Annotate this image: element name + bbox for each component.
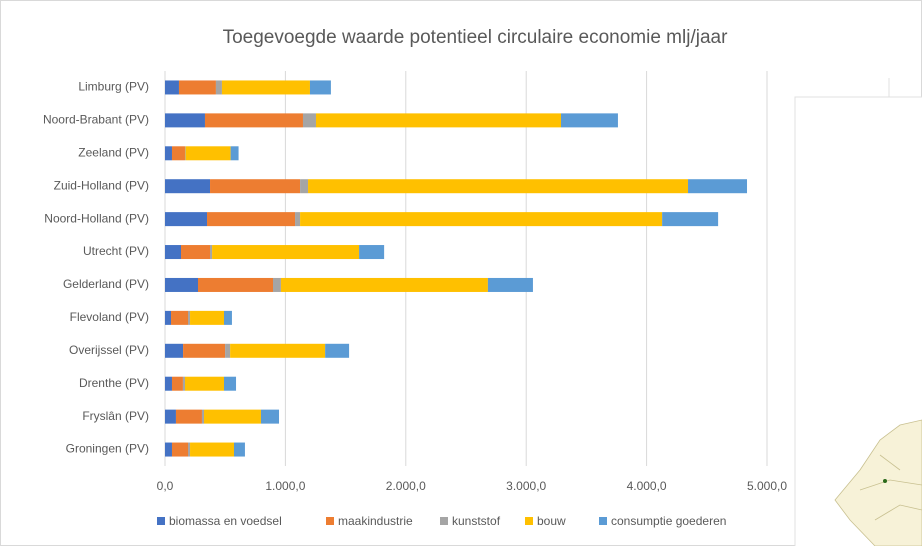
- x-tick-label: 1.000,0: [265, 479, 305, 493]
- bar-segment: [185, 146, 231, 161]
- y-tick-label: Fryslân (PV): [82, 409, 149, 423]
- bar-segment: [165, 343, 184, 358]
- bar-segment: [662, 212, 719, 227]
- bar-segment: [207, 212, 296, 227]
- bar-segment: [184, 146, 186, 161]
- legend-swatch: [326, 517, 334, 525]
- bar-segment: [171, 376, 183, 391]
- bar-segment: [165, 409, 176, 424]
- bar-segment: [171, 442, 188, 457]
- y-tick-label: Flevoland (PV): [70, 310, 149, 324]
- legend-label: consumptie goederen: [611, 514, 726, 528]
- x-tick-label: 4.000,0: [627, 479, 667, 493]
- y-tick-label: Zeeland (PV): [78, 145, 149, 159]
- bar-segment: [183, 343, 226, 358]
- y-tick-label: Utrecht (PV): [83, 244, 149, 258]
- bar-segment: [165, 146, 172, 161]
- bar-segment: [171, 146, 185, 161]
- bar-segment: [230, 146, 239, 161]
- bar-segment: [223, 310, 232, 325]
- bar-segment: [178, 80, 216, 95]
- bar-segment: [225, 343, 231, 358]
- legend-label: maakindustrie: [338, 514, 413, 528]
- y-tick-label: Noord-Brabant (PV): [43, 113, 149, 127]
- bar-segment: [165, 376, 172, 391]
- y-tick-label: Groningen (PV): [66, 442, 149, 456]
- bar-segment: [165, 179, 211, 194]
- legend-label: biomassa en voedsel: [169, 514, 282, 528]
- bar-segment: [165, 277, 198, 292]
- chart-title: Toegevoegde waarde potentieel circulaire…: [223, 27, 729, 48]
- map-fragment: [794, 78, 922, 551]
- bar-segment: [308, 179, 689, 194]
- legend-swatch: [440, 517, 448, 525]
- bar-segment: [165, 113, 205, 128]
- y-tick-label: Drenthe (PV): [79, 376, 149, 390]
- bar-segment: [175, 409, 202, 424]
- bar-segment: [215, 80, 222, 95]
- bar-segment: [210, 179, 301, 194]
- x-tick-label: 0,0: [157, 479, 174, 493]
- bar-segment: [688, 179, 748, 194]
- bar-segment: [182, 376, 185, 391]
- bar-segment: [260, 409, 280, 424]
- bar-segment: [280, 277, 488, 292]
- bar-segment: [212, 245, 360, 260]
- x-tick-label: 3.000,0: [506, 479, 546, 493]
- bar-segment: [300, 179, 309, 194]
- bar-segment: [230, 343, 326, 358]
- bar-segment: [315, 113, 561, 128]
- bar-segment: [204, 409, 261, 424]
- legend-swatch: [157, 517, 165, 525]
- bar-segment: [165, 80, 179, 95]
- bar-segment: [272, 277, 281, 292]
- bar-segment: [221, 80, 310, 95]
- bar-segment: [359, 245, 385, 260]
- bar-segment: [171, 310, 188, 325]
- bar-segment: [165, 245, 182, 260]
- legend-swatch: [599, 517, 607, 525]
- bar-segment: [165, 442, 172, 457]
- bar-segment: [187, 310, 191, 325]
- bar-segment: [233, 442, 245, 457]
- bar-segment: [295, 212, 301, 227]
- bar-segment: [204, 113, 303, 128]
- y-tick-label: Gelderland (PV): [63, 277, 149, 291]
- bar-segment: [190, 310, 224, 325]
- bar-segment: [184, 376, 224, 391]
- y-tick-label: Limburg (PV): [78, 80, 149, 94]
- bar-segment: [201, 409, 205, 424]
- bar-segment: [325, 343, 350, 358]
- bar-segment: [309, 80, 331, 95]
- legend-swatch: [525, 517, 533, 525]
- bar-segment: [165, 310, 172, 325]
- bar-segment: [181, 245, 211, 260]
- bar-segment: [197, 277, 273, 292]
- bar-segment: [302, 113, 316, 128]
- bar-segment: [223, 376, 237, 391]
- y-tick-label: Zuid-Holland (PV): [54, 178, 149, 192]
- bar-segment: [187, 442, 191, 457]
- bar-segment: [190, 442, 234, 457]
- x-tick-label: 5.000,0: [747, 479, 787, 493]
- y-tick-label: Overijssel (PV): [69, 343, 149, 357]
- bar-segment: [210, 245, 213, 260]
- x-tick-label: 2.000,0: [386, 479, 426, 493]
- bar-segment: [560, 113, 618, 128]
- bar-segment: [165, 212, 208, 227]
- legend-label: bouw: [537, 514, 566, 528]
- legend-label: kunststof: [452, 514, 501, 528]
- bar-segment: [300, 212, 663, 227]
- bar-segment: [487, 277, 533, 292]
- y-tick-label: Noord-Holland (PV): [44, 211, 149, 225]
